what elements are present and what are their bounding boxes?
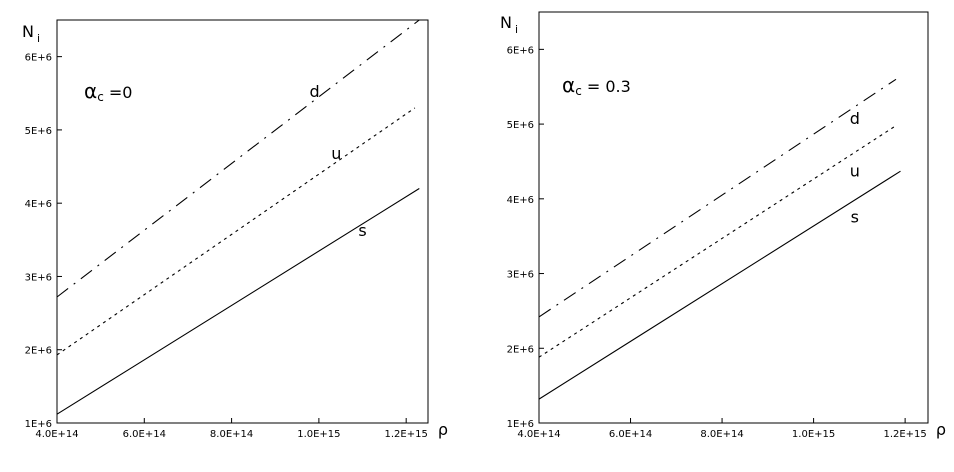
series-label-s: s: [851, 208, 859, 227]
series-line-d: [56, 19, 420, 298]
series-label-d: d: [309, 82, 319, 101]
x-tick-label: 6.0E+14: [123, 429, 166, 440]
x-tick-label: 1.2E+15: [883, 429, 926, 440]
series-label-s: s: [358, 221, 366, 240]
y-tick-label: 3E+6: [507, 270, 534, 281]
y-axis-title-main: N: [22, 22, 34, 41]
series-label-u: u: [850, 161, 860, 180]
y-tick-label: 4E+6: [25, 199, 52, 210]
y-tick-label: 5E+6: [507, 120, 534, 131]
alpha-subscript: c: [575, 84, 582, 98]
series-label-u: u: [331, 144, 341, 163]
x-tick-label: 4.0E+14: [35, 429, 78, 440]
series-line-u: [56, 107, 416, 356]
y-axis-title-main: N: [500, 13, 512, 32]
y-axis-title-subscript: i: [37, 32, 40, 45]
x-tick-label: 1.0E+15: [792, 429, 835, 440]
y-tick-label: 4E+6: [507, 195, 534, 206]
x-tick-label: 4.0E+14: [517, 429, 560, 440]
alpha-annotation: αc =0: [84, 79, 132, 104]
y-tick-label: 1E+6: [25, 419, 52, 430]
y-tick-label: 2E+6: [25, 346, 52, 357]
left-panel: 4.0E+14 6.0E+14 8.0E+14 1.0E+15 1.2E+15 1E+6 2…: [22, 19, 448, 440]
x-tick-label: 1.2E+15: [385, 429, 428, 440]
alpha-symbol: α: [84, 79, 97, 103]
y-axis-title-subscript: i: [515, 23, 518, 36]
alpha-subscript: c: [97, 90, 104, 104]
x-tick-label: 8.0E+14: [700, 429, 743, 440]
series-label-d: d: [850, 109, 860, 128]
y-tick-label: 3E+6: [25, 272, 52, 283]
right-panel: 4.0E+14 6.0E+14 8.0E+14 1.0E+15 1.2E+15 1E+6 2…: [500, 11, 946, 440]
plot-frame: [56, 19, 429, 424]
x-axis-title: ρ: [438, 420, 448, 439]
y-tick-label: 2E+6: [507, 344, 534, 355]
alpha-annotation: αc = 0.3: [562, 73, 631, 98]
series-line-s: [56, 188, 420, 415]
y-tick-label: 6E+6: [25, 53, 52, 64]
alpha-value: = 0.3: [582, 77, 631, 96]
y-tick-label: 6E+6: [507, 45, 534, 56]
series-line-d: [538, 78, 897, 318]
x-tick-label: 8.0E+14: [210, 429, 253, 440]
series-line-s: [538, 170, 901, 400]
x-tick-label: 6.0E+14: [609, 429, 652, 440]
y-tick-label: 5E+6: [25, 126, 52, 137]
x-tick-label: 1.0E+15: [297, 429, 340, 440]
x-axis-title: ρ: [936, 420, 946, 439]
plot-frame: [538, 11, 929, 424]
y-tick-label: 1E+6: [507, 419, 534, 430]
alpha-value: =0: [104, 83, 133, 102]
alpha-symbol: α: [562, 73, 575, 97]
series-line-u: [538, 125, 897, 358]
